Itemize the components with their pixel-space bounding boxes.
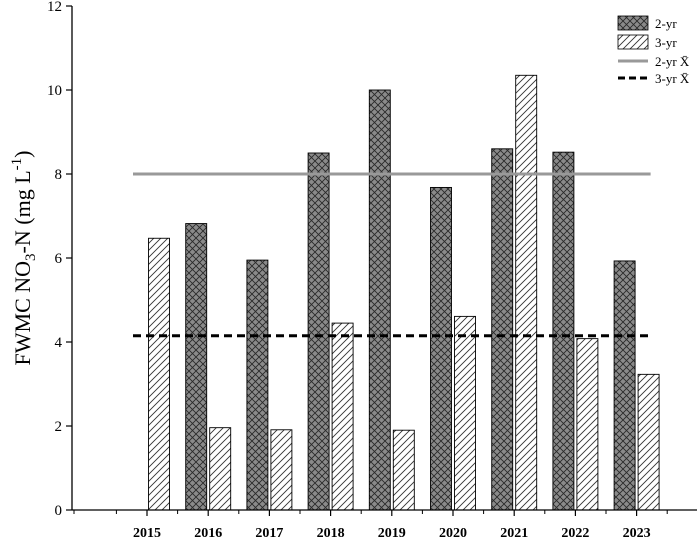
bar-3yr (392, 429, 415, 511)
bar-2yr (307, 152, 330, 511)
legend-label-2yr: 2-yr (655, 16, 677, 31)
x-tick-label: 2023 (623, 526, 651, 540)
y-tick-label: 0 (55, 503, 63, 519)
bar-2yr (491, 148, 514, 511)
y-tick-label: 2 (55, 419, 63, 435)
y-tick-label: 10 (47, 83, 62, 99)
bar-3yr (331, 322, 354, 511)
x-tick-label: 2019 (378, 526, 406, 540)
x-tick-label: 2021 (500, 526, 528, 540)
x-tick-label: 2015 (133, 526, 161, 540)
bar-2yr (430, 186, 452, 511)
bar-3yr (576, 338, 599, 511)
bar-3yr (209, 427, 232, 511)
y-tick-label: 4 (55, 335, 63, 351)
bar-2yr (552, 151, 575, 511)
legend-swatch-3yr (617, 34, 649, 50)
y-tick-label: 6 (55, 251, 63, 267)
x-tick-label: 2022 (561, 526, 589, 540)
legend: 2-yr 3-yr 2-yr X̄ 3-yr X̄ (617, 15, 690, 86)
bar-3yr (454, 315, 476, 511)
mean-lines (133, 172, 651, 338)
x-tick-label: 2018 (317, 526, 345, 540)
bar-3yr (148, 237, 170, 511)
bar-2yr (613, 260, 636, 511)
legend-label-3yr-mean: 3-yr X̄ (655, 71, 690, 86)
bar-3yr (515, 74, 538, 511)
legend-label-2yr-mean: 2-yr X̄ (655, 54, 690, 69)
legend-swatch-2yr (617, 15, 649, 31)
bar-3yr (270, 429, 293, 511)
legend-label-3yr: 3-yr (655, 35, 677, 50)
y-tick-label: 8 (55, 167, 63, 183)
y-tick-label: 12 (47, 0, 62, 15)
y-axis-ticks: 0 2 4 6 8 10 12 (47, 0, 72, 519)
x-tick-label: 2020 (439, 526, 467, 540)
x-axis-ticks: 2015 2016 2017 2018 2019 2020 2021 2022 2023 (73, 510, 668, 540)
y-axis-label: FWMC NO3-N (mg L-1) (9, 151, 39, 366)
bars (148, 74, 660, 511)
x-tick-label: 2017 (255, 526, 283, 540)
x-tick-label: 2016 (194, 526, 222, 540)
bar-2yr (368, 89, 391, 511)
bar-3yr (637, 373, 660, 511)
bar-2yr (246, 259, 269, 511)
bar-2yr (185, 223, 208, 511)
